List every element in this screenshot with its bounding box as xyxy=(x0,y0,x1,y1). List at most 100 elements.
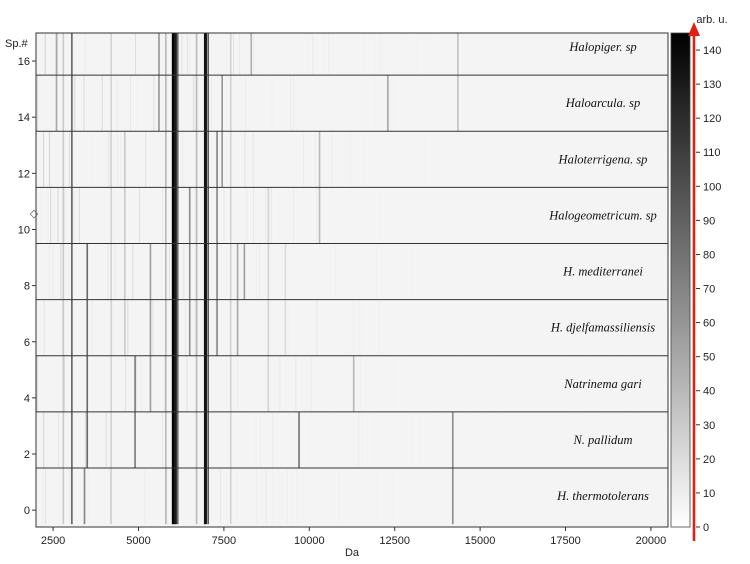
noise-line xyxy=(599,75,601,132)
noise-line xyxy=(529,468,531,525)
noise-line xyxy=(449,355,451,412)
noise-line xyxy=(402,355,404,412)
noise-line xyxy=(183,243,185,300)
noise-line xyxy=(186,33,188,76)
noise-line xyxy=(161,243,163,300)
noise-line xyxy=(236,355,238,412)
noise-line xyxy=(132,243,134,300)
noise-line xyxy=(376,243,378,300)
noise-line xyxy=(138,187,140,244)
noise-line xyxy=(482,75,484,132)
y-tick-label: 6 xyxy=(24,337,30,349)
noise-line xyxy=(428,299,430,356)
noise-line xyxy=(461,299,463,356)
species-label: Halopiger. sp xyxy=(568,40,636,54)
noise-line xyxy=(37,355,38,412)
noise-line xyxy=(121,299,123,356)
noise-line xyxy=(408,33,410,76)
noise-line xyxy=(57,33,59,76)
noise-line xyxy=(598,131,600,188)
colorbar-axis: 0 10 20 30 40 50 60 70 80 90 100 110 120 130 140 xyxy=(696,45,721,534)
noise-line xyxy=(273,187,275,244)
noise-line xyxy=(426,411,428,469)
noise-line xyxy=(101,75,103,132)
noise-line xyxy=(69,468,71,525)
noise-line xyxy=(64,187,66,244)
noise-line xyxy=(68,243,70,300)
noise-line xyxy=(437,243,439,300)
noise-line xyxy=(105,411,107,469)
noise-line xyxy=(572,75,574,132)
noise-line xyxy=(278,468,279,525)
noise-line xyxy=(252,131,254,188)
noise-line xyxy=(554,75,556,132)
noise-line xyxy=(60,243,62,300)
noise-line xyxy=(184,299,186,356)
noise-line xyxy=(310,411,312,469)
noise-line xyxy=(194,187,196,244)
noise-line xyxy=(91,299,93,356)
noise-line xyxy=(500,187,502,244)
noise-line xyxy=(410,243,412,300)
noise-line xyxy=(514,468,515,525)
noise-line xyxy=(291,468,292,525)
noise-line xyxy=(345,33,347,76)
noise-line xyxy=(265,468,267,525)
noise-line xyxy=(269,299,271,356)
peak-line xyxy=(165,33,167,525)
noise-line xyxy=(486,187,488,244)
noise-line xyxy=(391,299,393,356)
noise-line xyxy=(130,75,131,132)
noise-line xyxy=(40,187,42,244)
noise-line xyxy=(469,355,471,412)
noise-line xyxy=(501,299,503,356)
y-tick-label: 10 xyxy=(18,224,30,236)
noise-line xyxy=(488,131,490,188)
noise-line xyxy=(435,33,437,76)
noise-line xyxy=(73,187,74,244)
noise-line xyxy=(421,299,423,356)
noise-line xyxy=(234,468,236,525)
noise-line xyxy=(350,131,352,188)
noise-line xyxy=(542,468,544,525)
noise-line xyxy=(442,468,444,525)
noise-line xyxy=(522,75,524,132)
noise-line xyxy=(479,468,480,525)
noise-line xyxy=(136,75,138,132)
noise-line xyxy=(615,131,617,188)
noise-line xyxy=(637,468,638,525)
x-tick-label: 5000 xyxy=(126,535,150,547)
noise-line xyxy=(193,75,195,132)
noise-line xyxy=(544,33,546,76)
noise-line xyxy=(45,468,47,525)
noise-line xyxy=(57,187,59,244)
noise-line xyxy=(271,75,273,132)
noise-line xyxy=(423,187,425,244)
noise-line xyxy=(595,75,596,132)
noise-line xyxy=(628,187,630,244)
noise-line xyxy=(378,299,380,356)
noise-line xyxy=(486,75,487,132)
noise-line xyxy=(114,243,116,300)
peak-line xyxy=(171,33,175,525)
noise-line xyxy=(487,468,489,525)
noise-line xyxy=(410,33,412,76)
noise-line xyxy=(465,411,467,469)
noise-line xyxy=(582,411,584,469)
noise-line xyxy=(615,187,617,244)
noise-line xyxy=(287,299,289,356)
noise-line xyxy=(658,187,660,244)
noise-line xyxy=(608,131,610,188)
species-label: Natrinema gari xyxy=(563,377,642,391)
noise-line xyxy=(495,75,497,132)
noise-line xyxy=(400,33,402,76)
noise-line xyxy=(253,187,254,244)
species-labels: H. thermotolerans N. pallidum Natrinema ga… xyxy=(548,40,657,503)
noise-line xyxy=(629,131,631,188)
noise-line xyxy=(478,299,480,356)
noise-line xyxy=(610,299,612,356)
noise-line xyxy=(574,468,576,525)
species-label: H. thermotolerans xyxy=(556,489,649,503)
noise-line xyxy=(583,411,585,469)
